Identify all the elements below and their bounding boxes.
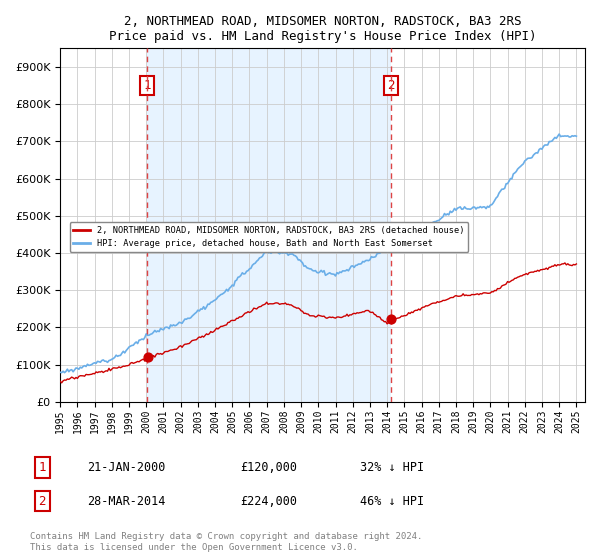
Text: 32% ↓ HPI: 32% ↓ HPI <box>360 461 424 474</box>
Legend: 2, NORTHMEAD ROAD, MIDSOMER NORTON, RADSTOCK, BA3 2RS (detached house), HPI: Ave: 2, NORTHMEAD ROAD, MIDSOMER NORTON, RADS… <box>70 222 468 251</box>
Text: 1: 1 <box>38 461 46 474</box>
Point <box>143 353 152 362</box>
Text: 1: 1 <box>143 79 151 92</box>
Text: 46% ↓ HPI: 46% ↓ HPI <box>360 494 424 508</box>
Text: 2: 2 <box>388 79 395 92</box>
Point <box>386 314 396 323</box>
Title: 2, NORTHMEAD ROAD, MIDSOMER NORTON, RADSTOCK, BA3 2RS
Price paid vs. HM Land Reg: 2, NORTHMEAD ROAD, MIDSOMER NORTON, RADS… <box>109 15 536 43</box>
Text: £120,000: £120,000 <box>240 461 297 474</box>
Text: £224,000: £224,000 <box>240 494 297 508</box>
Bar <box>147 48 391 402</box>
Text: 21-JAN-2000: 21-JAN-2000 <box>87 461 166 474</box>
Text: Contains HM Land Registry data © Crown copyright and database right 2024.
This d: Contains HM Land Registry data © Crown c… <box>30 533 422 552</box>
Text: 28-MAR-2014: 28-MAR-2014 <box>87 494 166 508</box>
Text: 2: 2 <box>38 494 46 508</box>
